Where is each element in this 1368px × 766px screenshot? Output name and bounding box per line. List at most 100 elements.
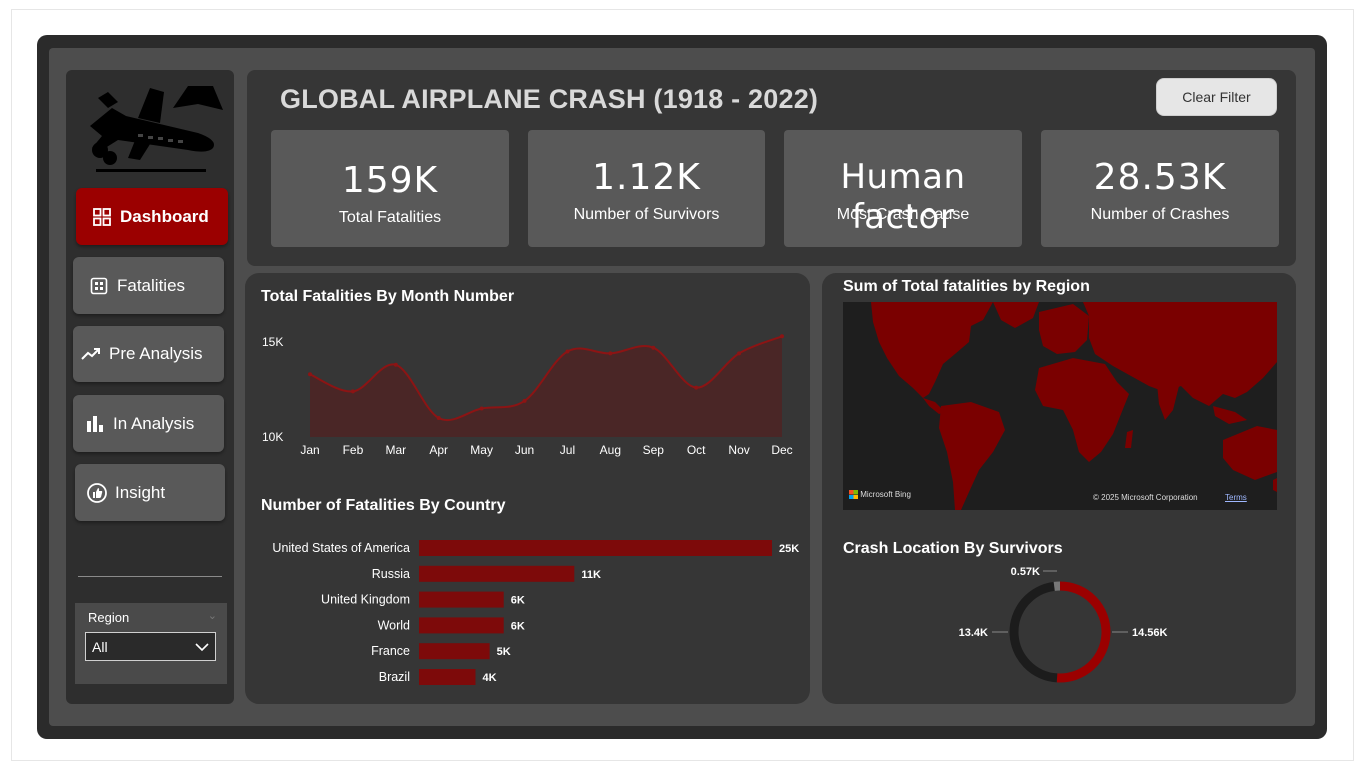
country-label: United Kingdom xyxy=(321,593,410,607)
nav-insight-button[interactable]: Insight xyxy=(75,464,225,521)
world-map[interactable]: Microsoft Bing © 2025 Microsoft Corporat… xyxy=(843,302,1277,510)
bar-chart-icon xyxy=(85,414,105,434)
nav-fatalities-button[interactable]: Fatalities xyxy=(73,257,224,314)
donut-chart-title: Crash Location By Survivors xyxy=(843,540,1063,557)
x-tick-label: Jul xyxy=(560,443,575,457)
donut-slice xyxy=(1056,581,1111,683)
data-point-mar xyxy=(393,362,398,367)
data-point-feb xyxy=(350,389,355,394)
data-point-jun xyxy=(522,398,527,403)
kpi-value: 159K xyxy=(341,160,439,201)
trend-line-icon xyxy=(81,344,101,364)
x-tick-label: Mar xyxy=(385,443,406,457)
map-title: Sum of Total fatalities by Region xyxy=(843,278,1090,295)
donut-value-label: 0.57K xyxy=(1011,566,1040,578)
kpi-value: Human factor xyxy=(840,157,966,237)
nav-fatalities-label: Fatalities xyxy=(117,275,186,295)
left-charts-panel xyxy=(245,273,810,704)
bar-value-label: 25K xyxy=(779,543,799,555)
x-tick-label: Jun xyxy=(515,443,534,457)
kpi-label: Number of Crashes xyxy=(1090,206,1230,223)
y-tick-label: 10K xyxy=(262,430,283,444)
data-point-sep xyxy=(651,345,656,350)
region-label: Region xyxy=(88,610,130,625)
bar-value-label: 6K xyxy=(511,620,525,632)
x-tick-label: Jan xyxy=(300,443,319,457)
country-bar xyxy=(419,565,575,582)
data-point-oct xyxy=(694,385,699,390)
nav-in-analysis-label: In Analysis xyxy=(113,413,195,433)
country-label: France xyxy=(371,644,410,658)
bing-label: Microsoft Bing xyxy=(860,490,911,499)
x-tick-label: Sep xyxy=(643,443,665,457)
data-point-dec xyxy=(780,334,784,339)
bar-value-label: 4K xyxy=(482,672,496,684)
donut-value-label: 14.56K xyxy=(1132,627,1168,639)
nav-pre-analysis-button[interactable]: Pre Analysis xyxy=(73,326,224,382)
region-dropdown[interactable]: All xyxy=(85,632,216,661)
area-fill xyxy=(310,336,782,437)
map-terms-link[interactable]: Terms xyxy=(1225,493,1247,502)
country-label: World xyxy=(378,618,410,632)
kpi-card-crashes: 28.53K Number of Crashes xyxy=(1041,130,1279,247)
nav-insight-label: Insight xyxy=(115,482,166,502)
donut-slice xyxy=(1009,581,1058,683)
airplane-crash-logo-icon xyxy=(78,78,232,178)
x-tick-label: Oct xyxy=(687,443,706,457)
data-point-jul xyxy=(565,349,570,354)
kpi-card-crash-cause: Human factor Most Crash Cause xyxy=(784,130,1022,247)
clear-filter-button[interactable]: Clear Filter xyxy=(1156,78,1277,116)
y-tick-label: 15K xyxy=(262,335,283,349)
nav-pre-analysis-label: Pre Analysis xyxy=(109,344,203,363)
chevron-down-icon xyxy=(195,639,209,655)
kpi-label: Total Fatalities xyxy=(338,209,442,226)
country-bar xyxy=(419,669,476,685)
microsoft-logo-icon xyxy=(849,490,858,500)
bar-value-label: 5K xyxy=(497,646,511,658)
data-point-nov xyxy=(737,351,742,356)
kpi-value: 1.12K xyxy=(592,157,701,198)
bing-logo: Microsoft Bing xyxy=(849,490,911,500)
thumbs-up-icon xyxy=(87,482,107,503)
country-label: Brazil xyxy=(379,670,410,684)
country-chart-title: Number of Fatalities By Country xyxy=(261,497,506,514)
month-area-chart[interactable]: 15K 10K Jan Feb Mar Apr May Jun Jul Aug Sep Oct Nov D… xyxy=(245,320,810,470)
collapse-chevron-icon[interactable]: ⌄ xyxy=(207,610,217,622)
region-slicer: Region ⌄ All xyxy=(75,603,227,684)
data-point-may xyxy=(479,406,484,411)
sidebar-divider xyxy=(78,576,222,577)
x-tick-label: Apr xyxy=(429,443,448,457)
x-tick-label: Nov xyxy=(728,443,749,457)
country-label: Russia xyxy=(372,567,410,581)
kpi-card-survivors: 1.12K Number of Survivors xyxy=(528,130,765,247)
kpi-card-total-fatalities: 159K Total Fatalities xyxy=(271,130,509,247)
x-tick-label: Aug xyxy=(600,443,621,457)
country-bar xyxy=(419,643,490,660)
survivors-donut-chart[interactable]: 14.56K 13.4K 0.57K xyxy=(940,560,1190,695)
country-bar xyxy=(419,617,504,634)
region-selected-value: All xyxy=(92,638,108,655)
x-tick-label: Dec xyxy=(771,443,792,457)
bar-value-label: 6K xyxy=(511,595,525,607)
country-bar xyxy=(419,591,504,608)
x-tick-label: May xyxy=(470,443,493,457)
country-label: United States of America xyxy=(272,541,410,555)
kpi-label: Most Crash Cause xyxy=(836,206,970,223)
data-point-aug xyxy=(608,351,613,356)
country-bar xyxy=(419,540,772,556)
nav-dashboard-label: Dashboard xyxy=(120,206,209,226)
grid-icon xyxy=(92,207,112,227)
page-title: GLOBAL AIRPLANE CRASH (1918 - 2022) xyxy=(280,84,819,114)
kpi-value: 28.53K xyxy=(1093,157,1227,198)
kpi-label: Number of Survivors xyxy=(573,206,720,223)
country-bar-chart[interactable]: United States of America 25K Russia 11K Unit… xyxy=(245,535,810,695)
map-copyright: © 2025 Microsoft Corporation xyxy=(1093,493,1198,502)
nav-in-analysis-button[interactable]: In Analysis xyxy=(73,395,224,452)
donut-value-label: 13.4K xyxy=(959,627,988,639)
data-point-jan xyxy=(308,372,312,377)
month-chart-title: Total Fatalities By Month Number xyxy=(261,288,515,305)
bar-value-label: 11K xyxy=(581,569,601,581)
x-tick-label: Feb xyxy=(343,443,364,457)
data-point-apr xyxy=(436,416,441,420)
nav-dashboard-button[interactable]: Dashboard xyxy=(76,188,228,245)
